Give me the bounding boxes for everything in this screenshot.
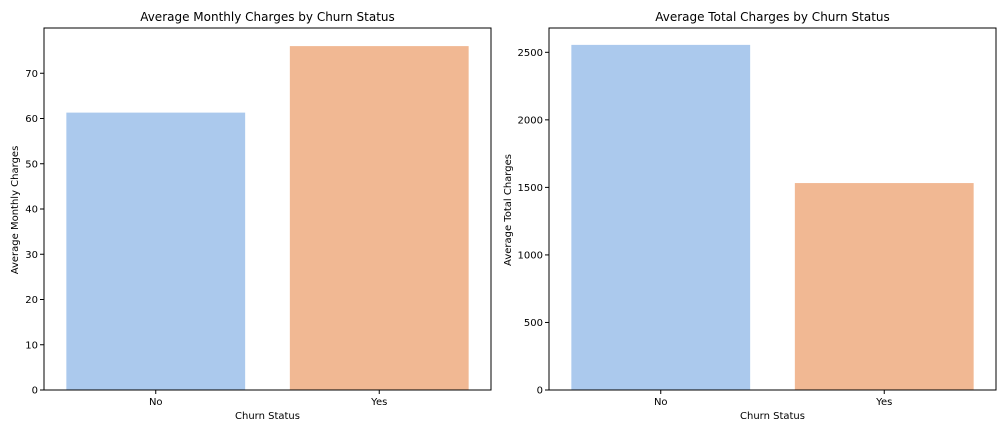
x-tick-label: Yes (875, 397, 892, 408)
total-charges-chart: Average Total Charges by Churn Status Ch… (503, 10, 997, 422)
y-tick-label: 1000 (518, 250, 543, 261)
y-tick-label: 60 (25, 114, 38, 125)
y-tick-label: 50 (25, 159, 38, 170)
x-tick-label: No (654, 397, 668, 408)
y-ticks: 0 10 20 30 40 50 60 70 (25, 69, 44, 397)
y-tick-label: 20 (25, 295, 38, 306)
x-tick-label: Yes (370, 397, 387, 408)
chart-title: Average Monthly Charges by Churn Status (140, 10, 395, 24)
y-tick-label: 2500 (518, 48, 543, 59)
bars (571, 44, 974, 390)
x-ticks: No Yes (149, 390, 387, 408)
y-tick-label: 70 (25, 69, 38, 80)
monthly-charges-chart: Average Monthly Charges by Churn Status … (10, 10, 492, 422)
y-tick-label: 500 (524, 318, 543, 329)
y-tick-label: 0 (537, 386, 543, 397)
plot-frame (548, 27, 997, 391)
y-tick-label: 10 (25, 340, 38, 351)
y-axis-label: Average Total Charges (503, 154, 514, 266)
bar-yes (794, 183, 974, 390)
y-tick-label: 30 (25, 250, 38, 261)
bars (66, 46, 469, 391)
y-tick-label: 2000 (518, 115, 543, 126)
bar-yes (289, 46, 469, 390)
x-tick-label: No (149, 397, 163, 408)
x-ticks: No Yes (654, 390, 892, 408)
chart-title: Average Total Charges by Churn Status (655, 10, 890, 24)
y-ticks: 0 500 1000 1500 2000 2500 (518, 48, 549, 397)
bar-no (571, 44, 751, 390)
y-tick-label: 40 (25, 205, 38, 216)
y-axis-label: Average Monthly Charges (10, 146, 21, 275)
bar-no (66, 112, 246, 391)
y-tick-label: 0 (32, 386, 38, 397)
x-axis-label: Churn Status (235, 411, 300, 422)
y-tick-label: 1500 (518, 183, 543, 194)
x-axis-label: Churn Status (740, 411, 805, 422)
